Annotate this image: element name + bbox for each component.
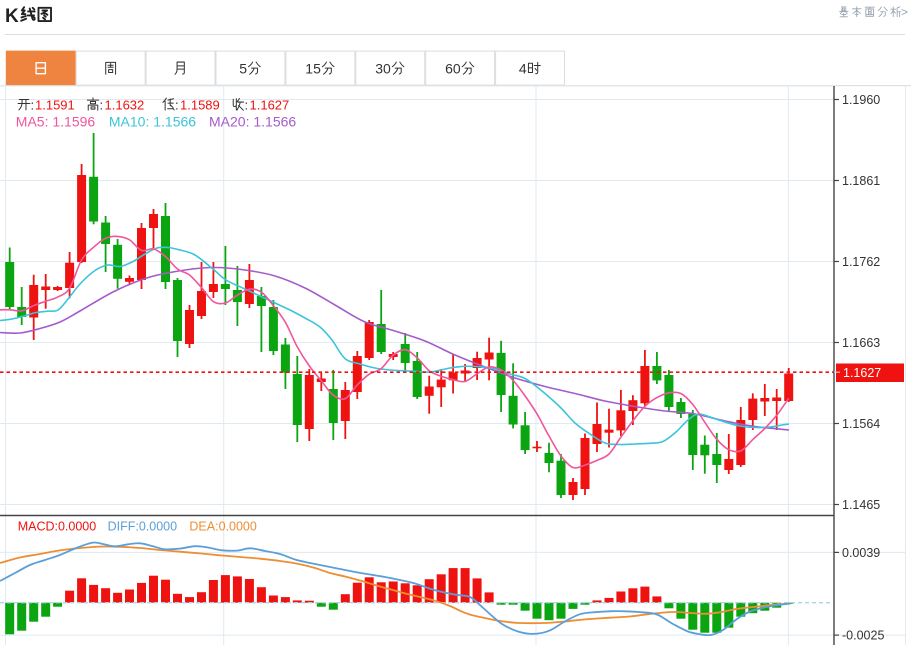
svg-text::: : xyxy=(175,97,179,112)
svg-text:60: 60 xyxy=(445,61,461,77)
svg-text:DEA:0.0000: DEA:0.0000 xyxy=(189,520,256,534)
svg-text::: : xyxy=(31,97,35,112)
svg-text:MACD:0.0000: MACD:0.0000 xyxy=(18,520,97,534)
svg-text:1.1465: 1.1465 xyxy=(842,498,880,512)
svg-text::: : xyxy=(100,97,104,112)
svg-text:K: K xyxy=(5,6,19,27)
svg-text:1.1960: 1.1960 xyxy=(842,93,880,107)
svg-text::: : xyxy=(245,97,249,112)
svg-text:1.1589: 1.1589 xyxy=(180,97,220,112)
svg-text:>: > xyxy=(901,5,908,19)
svg-text:1.1564: 1.1564 xyxy=(842,417,880,431)
svg-text:1.1663: 1.1663 xyxy=(842,336,880,350)
svg-text:MA5: 1.1596: MA5: 1.1596 xyxy=(16,114,96,130)
svg-text:-0.0025: -0.0025 xyxy=(842,629,884,643)
svg-text:MA10: 1.1566: MA10: 1.1566 xyxy=(109,114,196,130)
svg-text:15: 15 xyxy=(305,61,321,77)
svg-text:1.1632: 1.1632 xyxy=(105,97,145,112)
svg-text:30: 30 xyxy=(375,61,391,77)
svg-text:1.1591: 1.1591 xyxy=(35,97,75,112)
svg-text:1.1861: 1.1861 xyxy=(842,174,880,188)
svg-text:1.1627: 1.1627 xyxy=(843,366,881,380)
svg-text:0.0039: 0.0039 xyxy=(842,546,880,560)
svg-text:5: 5 xyxy=(239,61,247,77)
svg-text:4: 4 xyxy=(519,61,527,77)
svg-text:MA20: 1.1566: MA20: 1.1566 xyxy=(209,114,296,130)
svg-text:1.1762: 1.1762 xyxy=(842,255,880,269)
svg-text:1.1627: 1.1627 xyxy=(250,97,290,112)
svg-text:DIFF:0.0000: DIFF:0.0000 xyxy=(108,520,178,534)
